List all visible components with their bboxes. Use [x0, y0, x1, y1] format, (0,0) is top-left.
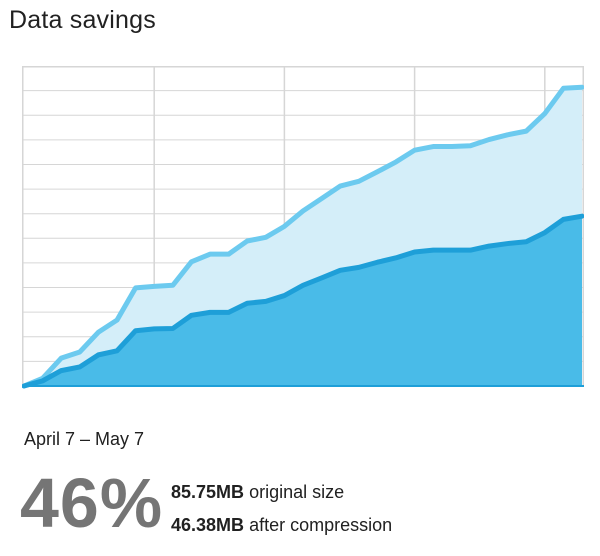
original-size-value: 85.75MB [171, 482, 245, 502]
compressed-size-line [22, 213, 584, 389]
data-savings-chart [22, 66, 584, 390]
compressed-size-label: after compression [249, 515, 393, 535]
compressed-size-stat: 46.38MB after compression [171, 513, 392, 537]
original-size-stat: 85.75MB original size [171, 480, 344, 504]
compressed-size-area [24, 216, 582, 386]
original-size-line [22, 84, 584, 389]
chart-canvas [22, 66, 584, 389]
original-size-label: original size [249, 482, 345, 502]
compressed-size-value: 46.38MB [171, 515, 245, 535]
page-title: Data savings [9, 6, 156, 34]
savings-percent: 46% [20, 464, 164, 542]
date-range-label: April 7 – May 7 [24, 429, 145, 449]
